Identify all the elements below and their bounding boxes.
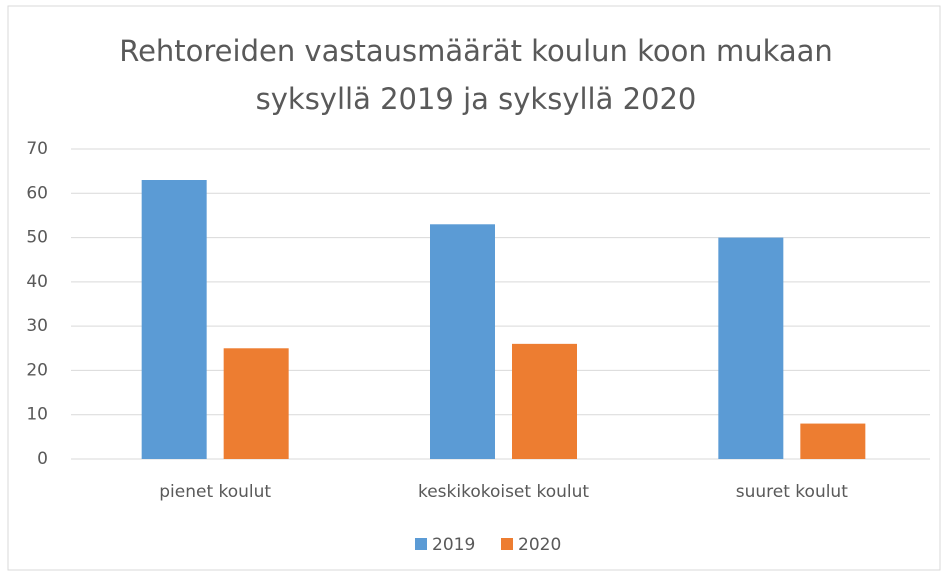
y-tick-label: 30 bbox=[26, 316, 48, 336]
bar bbox=[800, 423, 866, 459]
bar bbox=[223, 348, 289, 459]
bar bbox=[141, 180, 207, 459]
legend-label: 2019 bbox=[432, 535, 475, 555]
x-tick-label: suuret koulut bbox=[736, 482, 848, 502]
y-tick-label: 60 bbox=[26, 183, 48, 203]
y-tick-label: 70 bbox=[26, 139, 48, 159]
y-tick-label: 20 bbox=[26, 360, 48, 380]
y-tick-label: 0 bbox=[37, 449, 48, 469]
legend-swatch bbox=[415, 538, 427, 550]
y-tick-label: 10 bbox=[26, 405, 48, 425]
chart-title: syksyllä 2019 ja syksyllä 2020 bbox=[256, 82, 697, 116]
legend-label: 2020 bbox=[518, 535, 561, 555]
y-tick-label: 40 bbox=[26, 272, 48, 292]
x-tick-label: pienet koulut bbox=[159, 482, 271, 502]
bar bbox=[430, 224, 495, 459]
bar bbox=[512, 343, 577, 459]
y-tick-label: 50 bbox=[26, 228, 48, 248]
x-tick-label: keskikokoiset koulut bbox=[418, 482, 589, 502]
legend-swatch bbox=[501, 538, 513, 550]
chart-title: Rehtoreiden vastausmäärät koulun koon mu… bbox=[119, 34, 833, 68]
bar bbox=[718, 237, 784, 459]
